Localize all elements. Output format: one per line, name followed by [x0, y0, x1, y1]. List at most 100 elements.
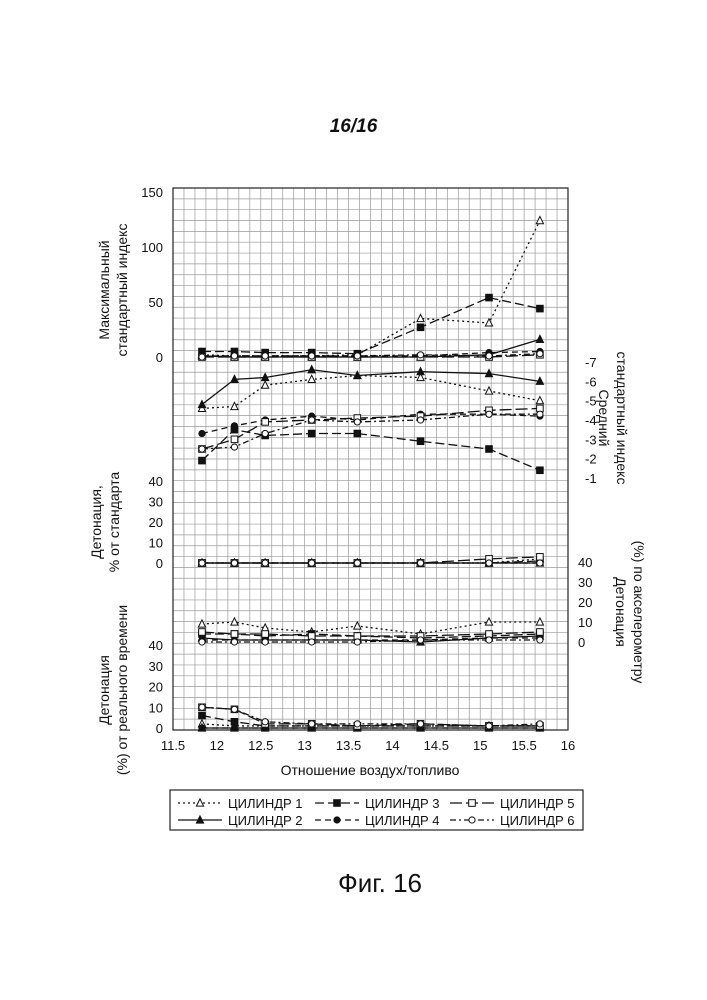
y-tick-label: 10: [578, 615, 592, 630]
data-point: [354, 430, 361, 437]
grid: [173, 188, 568, 730]
data-point: [309, 417, 315, 423]
legend-label: ЦИЛИНДР 4: [365, 813, 440, 828]
data-point: [486, 411, 492, 417]
series-line: [202, 221, 540, 356]
x-tick-label: 14.5: [424, 738, 449, 753]
data-point: [536, 397, 543, 404]
y-tick-label: -1: [585, 471, 597, 486]
x-tick-label: 12.5: [248, 738, 273, 753]
data-point: [354, 353, 360, 359]
data-point: [537, 351, 543, 357]
data-point: [198, 620, 205, 627]
data-point: [537, 411, 543, 417]
y-axis-title: Детонация: [613, 577, 629, 647]
x-tick-label: 16: [561, 738, 575, 753]
data-point: [354, 721, 360, 727]
data-point: [262, 381, 269, 388]
data-point: [417, 721, 423, 727]
data-point: [308, 430, 315, 437]
y-tick-label: -6: [585, 374, 597, 389]
data-point: [231, 631, 238, 638]
data-point: [231, 639, 237, 645]
y-tick-label: 100: [141, 240, 163, 255]
data-point: [486, 637, 492, 643]
y-tick-label: 0: [156, 556, 163, 571]
data-point: [536, 335, 543, 342]
y-tick-label: 40: [149, 474, 163, 489]
x-axis-title: Отношение воздух/топливо: [281, 762, 460, 778]
data-point: [537, 629, 544, 636]
x-tick-label: 12: [210, 738, 224, 753]
y-axis-title: Детонация,: [88, 485, 104, 559]
data-point: [309, 721, 315, 727]
data-point: [417, 438, 424, 445]
data-point: [231, 423, 237, 429]
y-tick-label: 20: [578, 595, 592, 610]
x-axis: 11.51212.51313.51414.51515.516Отношение …: [161, 738, 575, 778]
y-axis-title: (%) от реального времени: [114, 605, 130, 775]
legend-marker: [469, 800, 476, 807]
data-point: [199, 354, 205, 360]
y-tick-label: 0: [156, 721, 163, 736]
y-tick-label: 10: [149, 700, 163, 715]
data-point: [537, 467, 544, 474]
y-tick-label: 20: [149, 515, 163, 530]
legend-marker: [334, 817, 340, 823]
data-point: [486, 723, 492, 729]
data-point: [262, 560, 268, 566]
x-tick-label: 15.5: [511, 738, 536, 753]
y-tick-label: 40: [578, 555, 592, 570]
legend-marker: [469, 817, 475, 823]
y-tick-label: -5: [585, 394, 597, 409]
y-tick-label: -7: [585, 355, 597, 370]
y-axis-title: Максимальный: [96, 240, 112, 339]
data-point: [417, 637, 423, 643]
y-axis-title: (%) по акселерометру: [631, 541, 647, 684]
data-point: [309, 353, 315, 359]
data-point: [199, 712, 206, 719]
data-point: [354, 560, 360, 566]
data-point: [486, 353, 492, 359]
legend-label: ЦИЛИНДР 6: [500, 813, 575, 828]
data-point: [537, 305, 544, 312]
legend: ЦИЛИНДР 1ЦИЛИНДР 3ЦИЛИНДР 5ЦИЛИНДР 2ЦИЛИ…: [170, 790, 583, 830]
x-tick-label: 13: [297, 738, 311, 753]
legend-label: ЦИЛИНДР 5: [500, 796, 575, 811]
y-tick-label: 30: [578, 575, 592, 590]
data-point: [198, 400, 205, 407]
x-tick-label: 13.5: [336, 738, 361, 753]
data-point: [354, 639, 360, 645]
data-point: [199, 446, 205, 452]
y-axis-title: Средний: [596, 390, 612, 447]
data-point: [537, 721, 543, 727]
legend-label: ЦИЛИНДР 2: [228, 813, 303, 828]
series-line: [202, 414, 540, 449]
data-point: [262, 631, 269, 638]
data-point: [308, 366, 315, 373]
y-axis-title: стандартный индекс: [114, 224, 130, 357]
data-point: [417, 324, 424, 331]
data-point: [417, 352, 423, 358]
y-tick-label: 0: [578, 635, 585, 650]
data-point: [486, 446, 493, 453]
data-point: [199, 639, 205, 645]
legend-label: ЦИЛИНДР 1: [228, 796, 303, 811]
y-axis-title: стандартный индекс: [614, 352, 630, 485]
data-point: [262, 719, 268, 725]
y-tick-label: -3: [585, 432, 597, 447]
data-point: [309, 639, 315, 645]
data-point: [231, 706, 237, 712]
data-point: [231, 560, 237, 566]
x-tick-label: 15: [473, 738, 487, 753]
data-point: [199, 560, 205, 566]
figure-caption: Фиг. 16: [0, 868, 707, 899]
data-point: [417, 560, 423, 566]
data-point: [231, 353, 237, 359]
y-tick-label: -2: [585, 452, 597, 467]
data-point: [537, 560, 543, 566]
y-tick-label: 50: [149, 295, 163, 310]
data-point: [199, 725, 205, 731]
y-axis-title: Детонация: [96, 655, 112, 725]
y-tick-label: 30: [149, 659, 163, 674]
